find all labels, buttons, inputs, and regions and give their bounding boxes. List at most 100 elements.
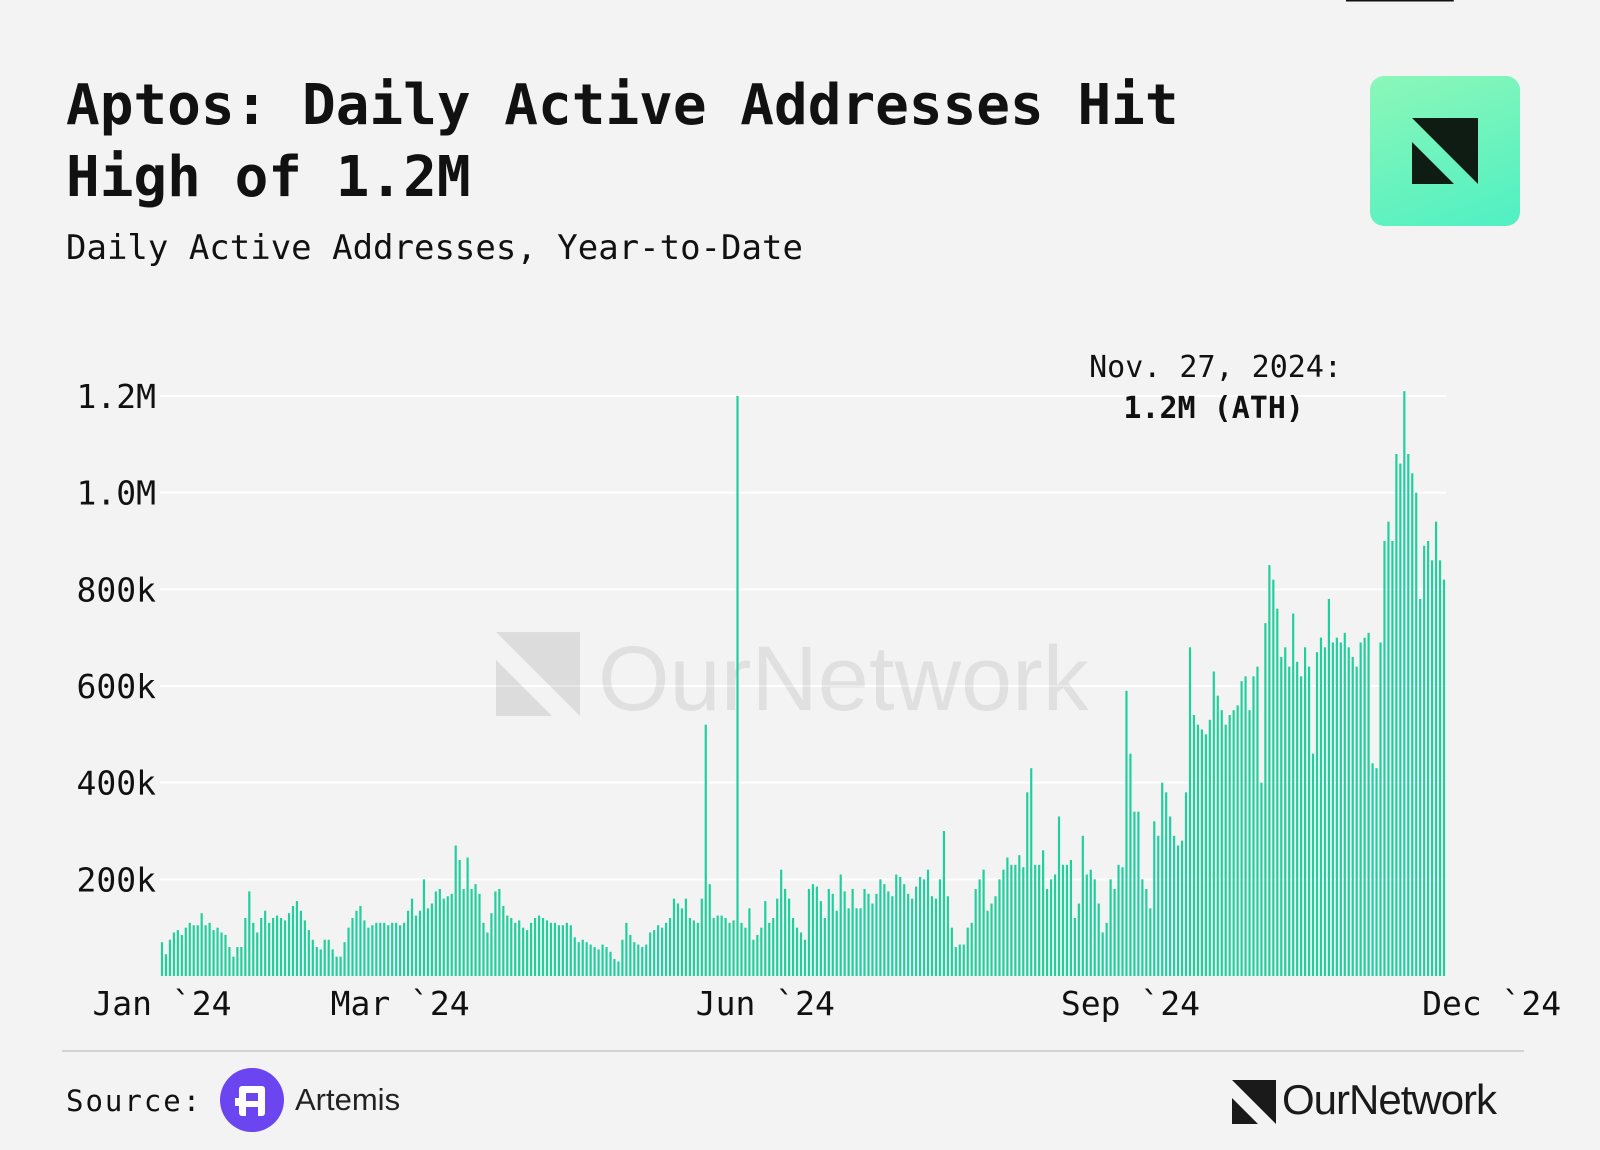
bar — [1208, 719, 1211, 976]
bar — [323, 939, 326, 976]
bar — [776, 898, 779, 976]
bar — [875, 893, 878, 976]
bar — [244, 918, 247, 976]
bar — [1026, 792, 1029, 976]
bar — [1014, 864, 1017, 976]
bar — [383, 922, 386, 976]
bar — [938, 879, 942, 976]
bar — [1192, 715, 1196, 976]
y-tick-label: 1.0M — [77, 474, 156, 513]
bar — [569, 925, 572, 976]
bar — [621, 939, 624, 976]
bar — [843, 891, 846, 976]
bar — [815, 886, 818, 976]
bar — [399, 925, 402, 976]
bar — [1081, 835, 1084, 976]
bar — [1069, 860, 1073, 976]
bar — [224, 934, 227, 976]
bar — [835, 910, 838, 976]
bar — [482, 922, 485, 976]
bar — [379, 922, 382, 976]
source-name[interactable]: Artemis — [295, 1082, 401, 1117]
bar — [1268, 565, 1271, 976]
bar — [633, 942, 636, 976]
bar — [343, 942, 346, 976]
bar — [331, 949, 334, 976]
bar — [410, 898, 414, 976]
bar — [684, 898, 687, 976]
ournetwork-logo-icon — [1232, 1080, 1276, 1124]
bar — [1296, 661, 1299, 976]
bar — [915, 886, 918, 976]
bar — [236, 947, 239, 976]
bar — [903, 884, 906, 976]
bar — [1391, 541, 1394, 976]
bar — [696, 922, 699, 976]
ath-annotation: Nov. 27, 2024: 1.2M (ATH) — [1089, 0, 1454, 426]
bar — [585, 942, 588, 976]
bar — [942, 831, 945, 976]
bar — [1315, 652, 1319, 976]
bar — [1121, 867, 1124, 976]
bar — [934, 898, 938, 976]
y-tick-label: 400k — [77, 764, 157, 803]
bar — [728, 922, 731, 976]
bar — [1252, 676, 1255, 976]
bar — [1049, 879, 1053, 976]
bar — [1383, 541, 1386, 976]
bar — [625, 922, 628, 976]
bar — [240, 947, 243, 976]
bar — [1002, 869, 1005, 976]
x-tick-label: Dec `24 — [1422, 984, 1561, 1023]
bar — [1141, 879, 1144, 976]
bar — [1109, 879, 1112, 976]
bar — [1343, 632, 1346, 976]
bar — [1057, 816, 1061, 976]
bar — [406, 910, 410, 976]
bar — [561, 925, 564, 976]
bar — [518, 920, 521, 976]
bar — [795, 927, 799, 976]
bar — [180, 934, 183, 976]
bar — [577, 942, 580, 976]
bar — [355, 910, 358, 976]
bar — [573, 937, 576, 976]
bar — [641, 947, 644, 976]
bar — [1129, 753, 1132, 976]
bar — [1415, 492, 1418, 976]
bar — [490, 913, 493, 976]
bar — [807, 889, 811, 976]
bar — [649, 932, 652, 976]
bar — [839, 874, 842, 976]
bar — [283, 920, 287, 976]
bar — [732, 920, 735, 976]
bar — [418, 910, 422, 976]
bar — [1359, 642, 1362, 976]
bar — [990, 903, 993, 976]
bar — [954, 947, 957, 976]
bar — [1399, 463, 1402, 976]
bar — [672, 898, 676, 976]
bar — [962, 944, 965, 976]
bar — [565, 922, 568, 976]
bar — [1307, 666, 1311, 976]
bar — [589, 944, 592, 976]
brand-name: OurNetwork — [1282, 1076, 1497, 1123]
bar — [1224, 724, 1227, 976]
bar — [1145, 889, 1148, 976]
bar — [1403, 391, 1406, 976]
bar — [526, 930, 529, 976]
bar — [597, 949, 600, 976]
bar — [744, 927, 747, 976]
bar — [454, 845, 457, 976]
bar — [756, 934, 759, 976]
bar — [212, 930, 215, 976]
bar — [196, 925, 199, 976]
bar — [958, 944, 961, 976]
artemis-logo-icon[interactable] — [220, 1068, 284, 1132]
x-tick-label: Jun `24 — [696, 984, 835, 1023]
bar — [1371, 763, 1374, 976]
bar — [637, 944, 640, 976]
bar — [1089, 869, 1092, 976]
bar — [1280, 657, 1283, 976]
